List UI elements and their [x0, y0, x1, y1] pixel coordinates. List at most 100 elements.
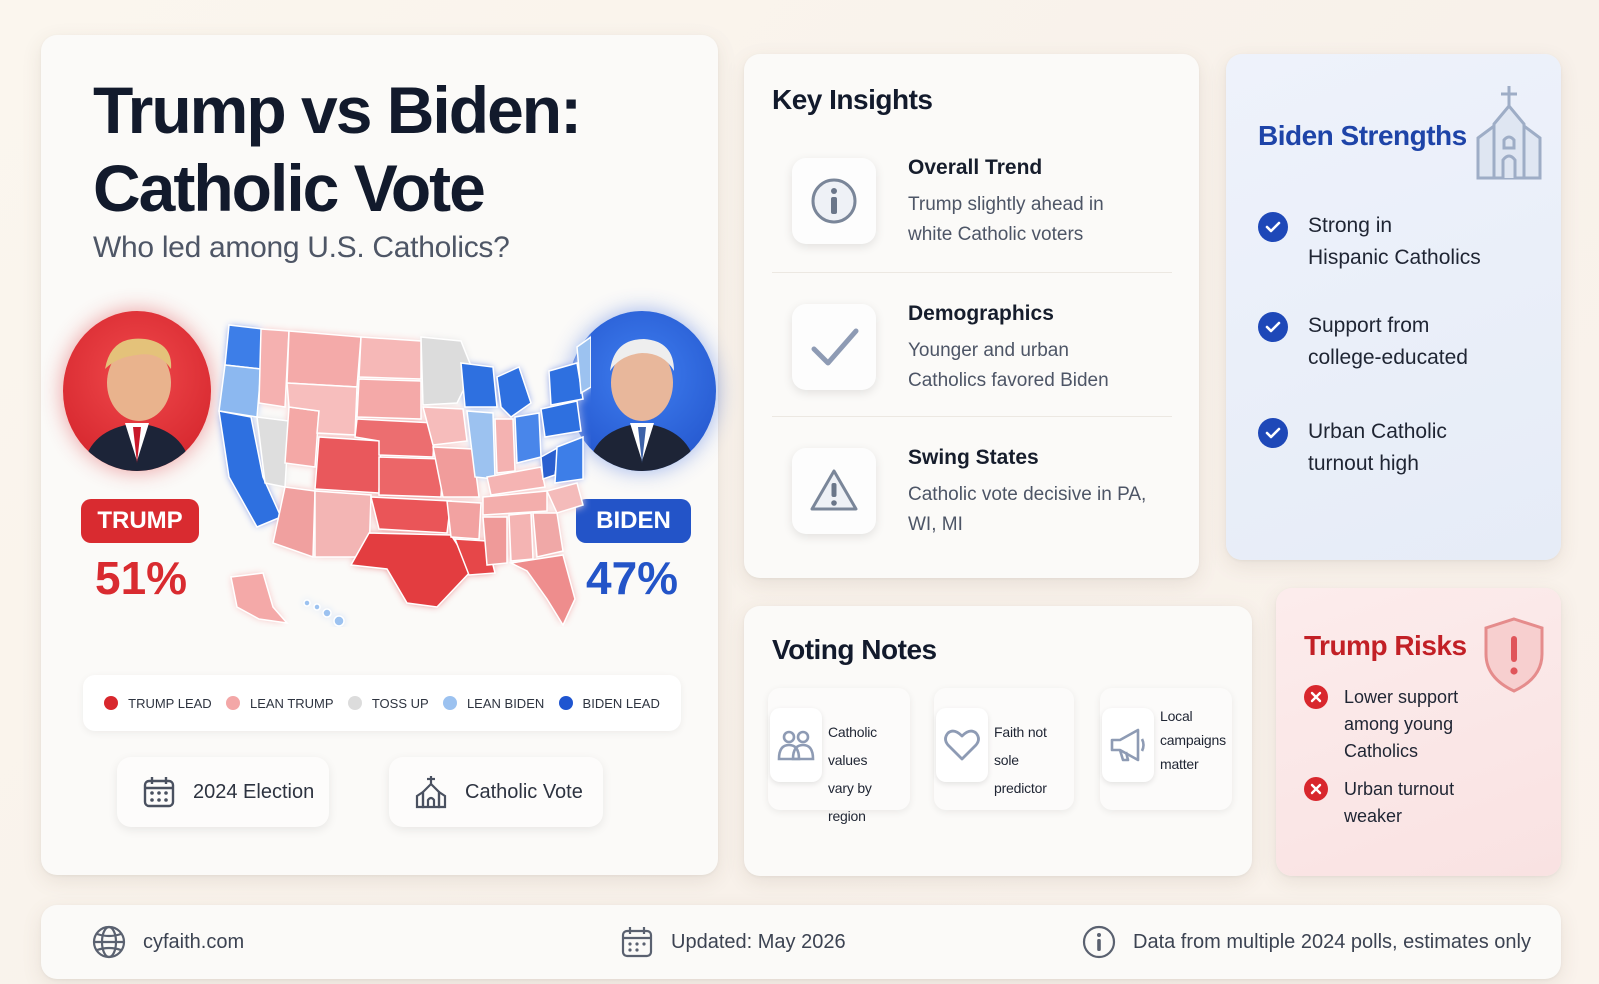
map-state-wi — [460, 362, 498, 408]
insight-overall-trend: Overall Trend Trump slightly ahead in wh… — [772, 152, 1172, 272]
insight-demographics: Demographics Younger and urban Catholics… — [772, 298, 1172, 418]
risk-text: Urban turnout weaker — [1344, 776, 1544, 830]
map-state-nc — [545, 482, 584, 514]
insight-heading: Swing States — [908, 446, 1039, 469]
legend-dot — [558, 696, 573, 710]
title-line-1: Trump vs Biden: — [93, 73, 582, 147]
map-state-al — [508, 512, 534, 562]
map-state-ar — [446, 500, 482, 540]
map-state-tx — [349, 532, 474, 608]
legend-trump-lead: TRUMP LEAD — [104, 696, 212, 711]
legend-label: TOSS UP — [371, 695, 429, 711]
x-circle-icon — [1304, 777, 1328, 801]
legend-dot — [442, 696, 457, 710]
footer-note: Data from multiple 2024 polls, estimates… — [1081, 924, 1531, 960]
divider — [772, 416, 1172, 417]
info-icon — [1082, 925, 1116, 959]
note-line: campaigns — [1160, 732, 1226, 748]
legend-label: LEAN BIDEN — [466, 695, 545, 711]
megaphone-icon — [1102, 708, 1154, 782]
map-state-ky — [486, 466, 546, 496]
biden-percent: 47% — [586, 552, 679, 604]
map-state-va — [554, 435, 584, 484]
insight-text: Younger and urban Catholics favored Bide… — [908, 340, 1109, 391]
map-state-co — [314, 436, 382, 494]
church-icon — [1476, 86, 1542, 180]
legend-label: TRUMP LEAD — [128, 695, 212, 711]
strength-text: Support from college-educated — [1308, 310, 1518, 374]
map-state-ok — [370, 496, 452, 534]
check-circle-icon — [1258, 212, 1288, 242]
footer-note-label: Data from multiple 2024 polls, estimates… — [1133, 930, 1531, 953]
legend-dot — [104, 696, 119, 710]
insight-swing-states: Swing States Catholic vote decisive in P… — [772, 442, 1172, 562]
check-circle-icon — [1258, 312, 1288, 342]
globe-icon — [92, 925, 126, 959]
calendar-icon — [621, 927, 653, 958]
map-state-ut — [284, 406, 320, 468]
strength-line: college-educated — [1308, 346, 1468, 369]
overview-panel: Trump vs Biden: Catholic Vote Who led am… — [41, 35, 718, 875]
heart-icon — [936, 708, 988, 782]
legend-toss-up: TOSS UP — [347, 695, 429, 711]
map-state-ak — [230, 572, 289, 625]
key-insights-panel: Key Insights Overall Trend Trump slightl… — [744, 54, 1199, 578]
voting-notes-title: Voting Notes — [772, 634, 937, 665]
page-subtitle: Who led among U.S. Catholics? — [93, 231, 510, 264]
page-title: Trump vs Biden: Catholic Vote — [93, 71, 693, 227]
legend-dot — [225, 696, 240, 710]
footer-updated-label: Updated: May 2026 — [671, 930, 846, 953]
note-card: Catholic values vary by region — [768, 688, 910, 824]
insight-text: Trump slightly ahead in white Catholic v… — [908, 194, 1104, 245]
map-state-new-england — [576, 336, 591, 395]
map-state-id — [258, 328, 290, 408]
map-state-in — [494, 418, 516, 474]
map-state-ks — [378, 456, 444, 498]
note-text: Local campaigns matter — [1160, 704, 1226, 776]
note-line: Catholic values — [828, 724, 877, 768]
map-legend: TRUMP LEAD LEAN TRUMP TOSS UP LEAN BIDEN… — [83, 675, 681, 731]
footer-bar: cyfaith.com Updated: May 2026 Data from … — [41, 905, 1561, 979]
check-circle-icon — [1258, 418, 1288, 448]
legend-lean-biden: LEAN BIDEN — [442, 695, 545, 711]
calendar-icon — [143, 777, 175, 808]
map-state-nd — [358, 336, 422, 380]
map-state-or — [218, 364, 262, 418]
strength-item: Strong in Hispanic Catholics — [1258, 210, 1518, 274]
map-state-mi — [496, 365, 532, 418]
trump-portrait — [63, 311, 211, 471]
footer-site[interactable]: cyfaith.com — [91, 924, 244, 960]
insight-heading: Demographics — [908, 302, 1054, 325]
map-state-ia — [422, 406, 468, 446]
trump-risks-title: Trump Risks — [1304, 630, 1467, 661]
footer-site-label: cyfaith.com — [143, 930, 245, 953]
legend-biden-lead: BIDEN LEAD — [558, 696, 660, 711]
info-icon — [792, 158, 876, 244]
strength-line: Support from — [1308, 314, 1430, 337]
footer-updated: Updated: May 2026 — [619, 924, 846, 960]
insight-heading: Overall Trend — [908, 156, 1043, 179]
map-state-fl — [508, 554, 576, 627]
checkmark-icon — [792, 304, 876, 390]
map-state-tn — [482, 490, 548, 516]
map-state-wy — [286, 382, 358, 436]
trump-percent: 51% — [95, 552, 188, 604]
catholic-vote-tag[interactable]: Catholic Vote — [389, 757, 603, 827]
election-tag[interactable]: 2024 Election — [117, 757, 329, 827]
note-line: Local — [1160, 708, 1193, 724]
biden-portrait — [568, 311, 716, 471]
note-line: Faith not sole — [994, 724, 1047, 768]
biden-strengths-panel: Biden Strengths Strong in Hispanic Catho… — [1226, 54, 1561, 560]
map-state-ga — [532, 512, 564, 558]
us-map — [218, 324, 591, 627]
map-state-ny — [548, 362, 584, 406]
voting-notes-panel: Voting Notes Catholic values vary by reg… — [744, 606, 1252, 876]
note-card: Local campaigns matter — [1100, 688, 1232, 810]
biden-strengths-title: Biden Strengths — [1258, 120, 1467, 151]
map-state-hi — [303, 599, 345, 627]
shield-warning-icon — [1484, 617, 1544, 693]
people-icon — [770, 708, 822, 782]
x-circle-icon — [1304, 685, 1328, 709]
map-state-mt — [286, 330, 362, 388]
strength-text: Urban Catholic turnout high — [1308, 416, 1518, 480]
